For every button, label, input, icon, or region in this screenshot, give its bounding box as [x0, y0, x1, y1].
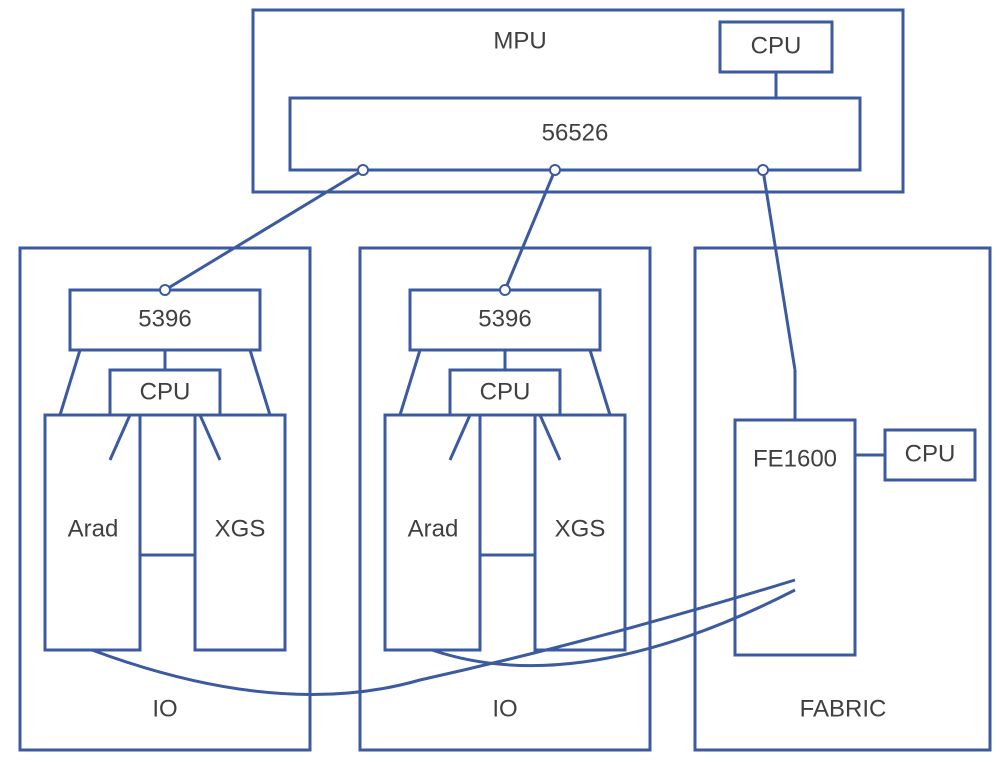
io1-arad-label: Arad: [68, 515, 119, 542]
fabric-cpu-label: CPU: [905, 440, 956, 467]
mpu-chip-label: 56526: [542, 119, 609, 146]
fabric-title: FABRIC: [800, 695, 887, 722]
mpu-title: MPU: [493, 27, 546, 54]
mpu-fabric-dot-top: [758, 165, 768, 175]
io2-arad-label: Arad: [408, 515, 459, 542]
mpu-io2-dot-bot: [500, 285, 510, 295]
io1-switch-label: 5396: [138, 305, 191, 332]
io1-cpu-label: CPU: [140, 378, 191, 405]
io2-switch-label: 5396: [478, 305, 531, 332]
fabric-fe-label: FE1600: [753, 445, 837, 472]
mpu-io1-dot-top: [358, 165, 368, 175]
io2-cpu-label: CPU: [480, 378, 531, 405]
mpu-io1-dot-bot: [160, 285, 170, 295]
io1-xgs-label: XGS: [215, 515, 266, 542]
io1-title: IO: [152, 695, 177, 722]
mpu-cpu-label: CPU: [751, 32, 802, 59]
io2-title: IO: [492, 695, 517, 722]
mpu-io2-dot-top: [550, 165, 560, 175]
io2-xgs-label: XGS: [555, 515, 606, 542]
